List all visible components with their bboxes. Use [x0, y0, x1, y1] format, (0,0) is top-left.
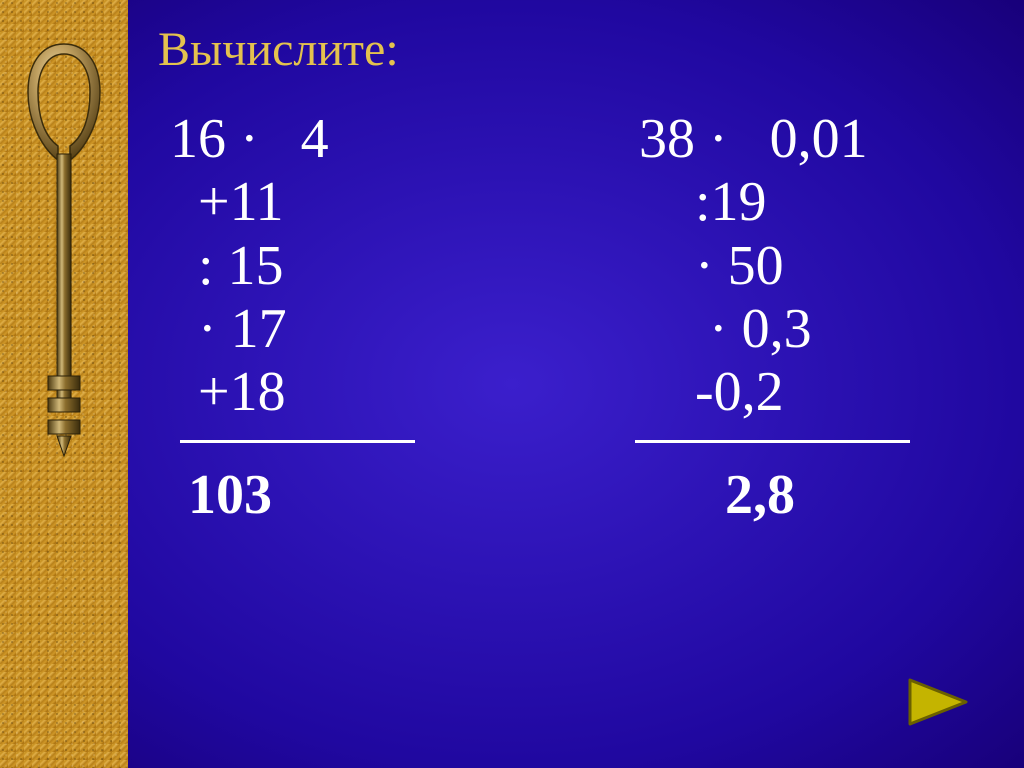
divider-line: [635, 440, 910, 443]
calculation-columns: 16 · 4 +11 : 15 · 17 +18 103 38 · 0,01 :…: [150, 108, 990, 527]
column-left: 16 · 4 +11 : 15 · 17 +18 103: [150, 108, 545, 527]
calc-line: -0,2: [625, 361, 975, 424]
calc-line: · 0,3: [625, 298, 975, 361]
calc-line: : 15: [170, 235, 545, 298]
calc-line: +11: [170, 171, 545, 234]
decorative-sidebar: [0, 0, 128, 768]
calc-line: :19: [625, 171, 975, 234]
divider-line: [180, 440, 415, 443]
calc-line: +18: [170, 361, 545, 424]
key-icon: [18, 36, 110, 466]
calc-line: 16 · 4: [170, 108, 545, 171]
calc-line: · 50: [625, 235, 975, 298]
next-button[interactable]: [904, 674, 976, 730]
calc-line: 38 · 0,01: [625, 108, 975, 171]
slide-title: Вычислите:: [158, 22, 399, 77]
calc-line: · 17: [170, 298, 545, 361]
result-right: 2,8: [625, 463, 975, 527]
result-left: 103: [170, 463, 545, 527]
column-right: 38 · 0,01 :19 · 50 · 0,3 -0,2 2,8: [545, 108, 975, 527]
